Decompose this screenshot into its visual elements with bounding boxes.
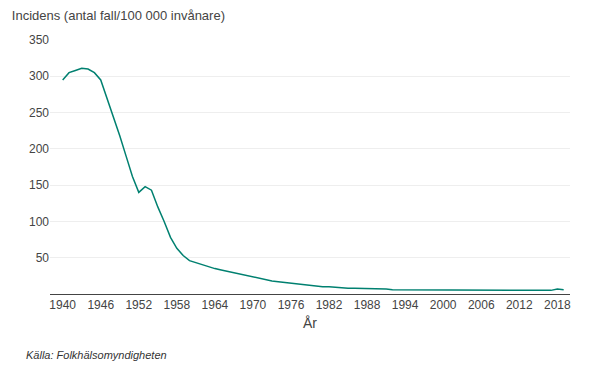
svg-text:50: 50	[36, 251, 50, 265]
svg-text:1970: 1970	[240, 298, 267, 312]
svg-text:1988: 1988	[354, 298, 381, 312]
svg-text:1946: 1946	[87, 298, 114, 312]
svg-text:300: 300	[29, 69, 49, 83]
svg-text:2012: 2012	[506, 298, 533, 312]
svg-text:1958: 1958	[163, 298, 190, 312]
svg-text:200: 200	[29, 142, 49, 156]
svg-text:1976: 1976	[278, 298, 305, 312]
svg-text:1982: 1982	[316, 298, 343, 312]
svg-text:250: 250	[29, 106, 49, 120]
svg-text:År: År	[303, 315, 317, 331]
svg-text:1940: 1940	[49, 298, 76, 312]
svg-text:Incidens (antal fall/100 000 i: Incidens (antal fall/100 000 invånare)	[12, 8, 225, 23]
svg-text:1952: 1952	[125, 298, 152, 312]
svg-text:150: 150	[29, 178, 49, 192]
svg-text:1994: 1994	[392, 298, 419, 312]
svg-text:350: 350	[29, 33, 49, 47]
svg-text:100: 100	[29, 215, 49, 229]
svg-text:1964: 1964	[202, 298, 229, 312]
svg-text:2018: 2018	[544, 298, 571, 312]
svg-text:Källa: Folkhälsomyndigheten: Källa: Folkhälsomyndigheten	[26, 349, 167, 361]
svg-text:2006: 2006	[468, 298, 495, 312]
svg-text:2000: 2000	[430, 298, 457, 312]
